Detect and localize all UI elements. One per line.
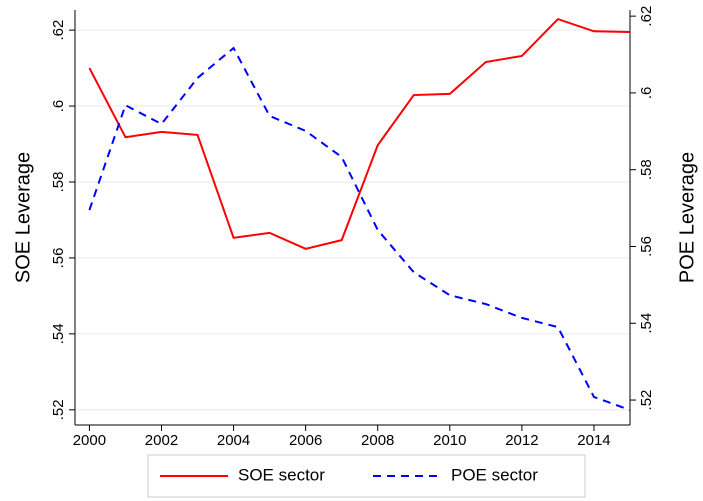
y-tick-label: .56 xyxy=(50,248,67,269)
y-tick-label: .52 xyxy=(50,399,67,420)
series-line xyxy=(88,46,631,411)
y-tick-label: .62 xyxy=(50,20,67,41)
y2-tick-label: .52 xyxy=(638,390,655,411)
x-tick-label: 2014 xyxy=(577,432,610,449)
y-axis-title: SOE Leverage xyxy=(12,152,34,283)
y2-tick-label: .6 xyxy=(638,87,655,100)
x-tick-label: 2010 xyxy=(433,432,466,449)
y-tick-label: .6 xyxy=(50,100,67,113)
y2-tick-label: .62 xyxy=(638,6,655,27)
y2-tick-label: .58 xyxy=(638,159,655,180)
y-tick-label: .54 xyxy=(50,323,67,344)
x-tick-label: 2006 xyxy=(289,432,322,449)
x-tick-label: 2002 xyxy=(145,432,178,449)
x-tick-label: 2008 xyxy=(361,432,394,449)
legend-label: SOE sector xyxy=(238,465,325,484)
y-tick-label: .58 xyxy=(50,172,67,193)
y2-axis-title: POE Leverage xyxy=(676,152,698,283)
series-line xyxy=(88,17,631,250)
x-tick-label: 2004 xyxy=(217,432,250,449)
x-tick-label: 2000 xyxy=(73,432,106,449)
y2-tick-label: .54 xyxy=(638,313,655,334)
x-tick-label: 2012 xyxy=(505,432,538,449)
legend-label: POE sector xyxy=(451,465,538,484)
y2-tick-label: .56 xyxy=(638,236,655,257)
